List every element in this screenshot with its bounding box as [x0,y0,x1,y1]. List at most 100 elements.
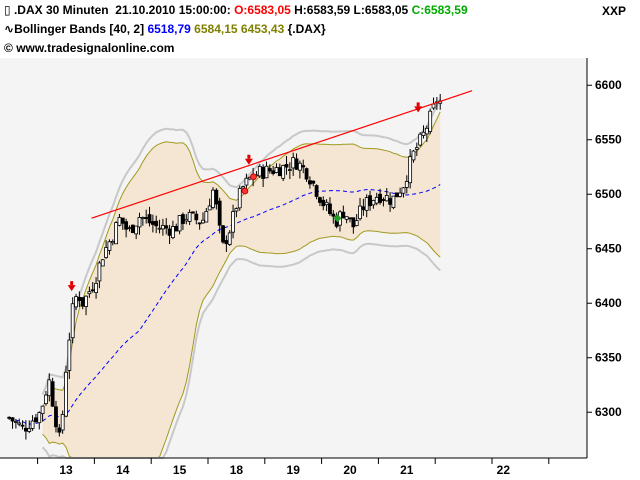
low-value: L:6583,05 [353,3,409,17]
candle-body [70,303,75,339]
candle-body [34,417,38,422]
candle-body [231,211,235,233]
candle-body [124,221,129,230]
green-diamond [333,214,342,223]
candle-body [174,225,179,232]
candle-body [50,381,55,407]
candle-body [321,199,326,207]
candle-body [227,232,232,245]
close-value: C:6583,59 [411,3,468,17]
candle-body [244,177,249,186]
candle-body [17,422,22,425]
candle-body [368,195,372,207]
candle-body [381,199,386,201]
candle-body [60,414,65,431]
candle-body [154,220,159,227]
indicator-mid-value: 6518,79 [147,22,191,36]
candle-body [344,216,349,220]
candle-body [404,181,409,188]
candle-body [374,196,379,204]
candle-body [44,394,48,405]
candle-body [281,165,286,179]
down-arrow-shaft [70,281,74,286]
candle-body [107,241,112,251]
indicator-source: {.DAX} [287,22,326,36]
candle-body [234,208,239,212]
candle-body [171,226,175,239]
candle-body [361,206,366,211]
candle-body [57,427,62,433]
candle-body [418,133,423,146]
candle-body [304,168,309,180]
candle-body [80,297,85,307]
candle-body [157,227,162,230]
indicator-name: Bollinger Bands [40, 2] [14,22,145,36]
candle-body [398,192,403,197]
candle-body [97,262,102,282]
candle-body [120,217,125,224]
candle-body [160,224,165,230]
down-arrow-head [67,285,76,292]
candle-body [311,180,316,184]
candle-body [117,217,122,226]
y-tick-label: 6600 [595,78,622,92]
candle-body [341,211,346,219]
chart-header-line-2: ∿Bollinger Bands [40, 2] 6518,79 6584,15… [4,22,326,36]
x-tick-label: 22 [497,463,511,477]
signal-dot [250,173,257,181]
candle-body [187,211,192,222]
candle-body [411,150,416,161]
candle-body [217,200,222,226]
candle-body [237,188,242,209]
candle-body [100,259,105,267]
indicator-upper-value: 6584,15 [194,22,238,36]
candle-body [414,147,419,150]
candle-body [181,214,185,224]
signal-dot [241,187,249,195]
candle-body [197,222,202,225]
candle-body [87,291,92,295]
candle-body [40,405,45,415]
candle-body [308,180,312,185]
band-fill [42,111,441,459]
candle-body [264,165,269,179]
candle-body [401,187,406,194]
candle-body [284,163,289,168]
candle-body [94,282,98,294]
candle-body [24,427,28,432]
candle-body [431,103,436,109]
trendline-group [91,90,473,219]
candle-body [177,215,182,232]
x-tick-label: 21 [400,463,414,477]
candle-body [318,197,322,203]
y-tick-label: 6350 [595,351,622,365]
candle-body [191,211,195,214]
candle-body [184,218,189,222]
candle-body [84,295,88,307]
signal-markers [67,102,423,292]
candle-body [287,169,292,171]
symbol-name: .DAX 30 Minuten [13,3,109,17]
candle-body [261,166,266,179]
candle-body [74,296,78,308]
candle-body [67,339,72,371]
candle-body [257,165,262,177]
candle-body [331,213,336,217]
candle-body [351,217,356,228]
candle-body [144,217,149,219]
candle-body [391,195,396,208]
upper-envelope-line [41,98,442,395]
website-label: www.tradesignalonline.com [16,41,175,55]
candle-body [201,219,205,224]
candle-body [167,228,172,236]
candle-body [13,421,18,423]
candle-body [314,185,319,197]
down-arrow-head [244,158,253,165]
y-tick-label: 6500 [595,187,622,201]
exchange-label: XXP [601,4,626,18]
high-value: H:6583,59 [294,3,351,17]
candle-body [37,412,42,424]
y-tick-label: 6300 [595,405,622,419]
candle-body [358,205,362,220]
